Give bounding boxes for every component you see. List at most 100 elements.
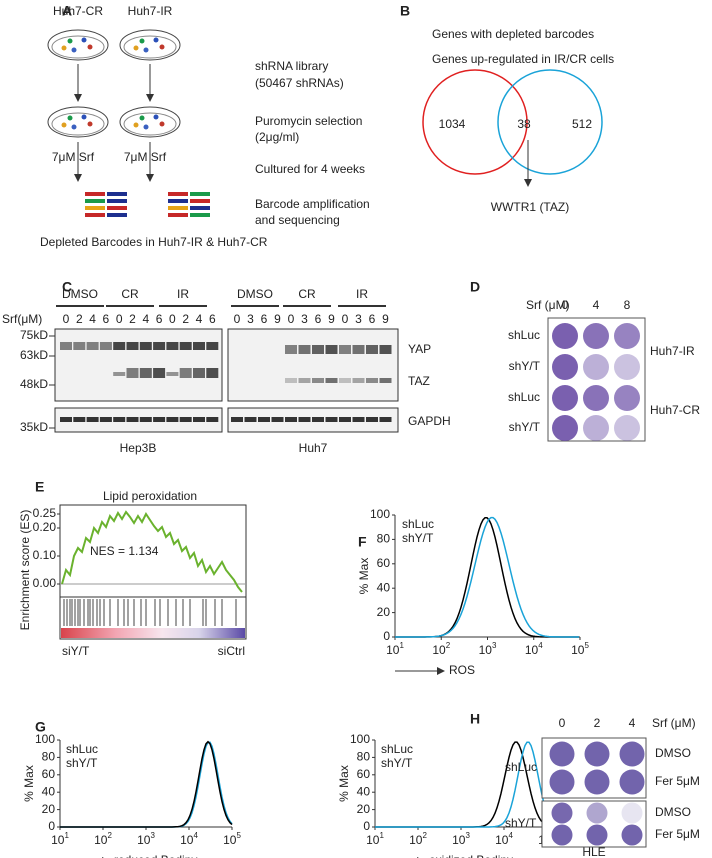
label: (2μg/ml) (255, 130, 299, 144)
band (126, 342, 139, 350)
label: 4 (593, 298, 600, 312)
label: and sequencing (255, 213, 340, 227)
label: Lipid peroxidation (103, 489, 197, 503)
barcode (85, 199, 105, 203)
label: 80 (357, 750, 371, 764)
tick-base: 10 (409, 833, 423, 847)
band (258, 417, 270, 422)
label: 0 (562, 298, 569, 312)
band (193, 368, 205, 378)
band (271, 417, 284, 422)
label: shLuc (402, 517, 434, 531)
well (586, 824, 608, 846)
tick-label: 103 (452, 831, 470, 847)
label: 0.00 (33, 576, 57, 590)
dish-inner (123, 112, 177, 136)
label: 4 (629, 716, 636, 730)
tick-label: 101 (366, 831, 384, 847)
colony (143, 124, 149, 130)
label: 6 (261, 312, 268, 326)
well (583, 323, 609, 349)
band (139, 342, 152, 350)
band (153, 417, 166, 422)
band (352, 417, 365, 422)
label: 60 (377, 556, 391, 570)
band (99, 417, 112, 422)
barcode (190, 213, 210, 217)
band (379, 345, 392, 354)
well (552, 415, 578, 441)
tick-exp: 4 (508, 831, 513, 840)
label: 7μM Srf (52, 150, 95, 164)
label: 1034 (439, 117, 466, 131)
label: 9 (382, 312, 389, 326)
barcode (85, 206, 105, 210)
label: siCtrl (218, 644, 245, 658)
band (285, 417, 297, 422)
well (583, 385, 609, 411)
band (312, 417, 324, 422)
band (179, 417, 192, 422)
label: 0 (363, 819, 370, 833)
label: 2 (594, 716, 601, 730)
label: 0 (48, 819, 55, 833)
label: shY/T (402, 531, 434, 545)
plot-frame (59, 504, 247, 640)
label: shY/T (509, 420, 541, 434)
band (206, 342, 219, 350)
label: 6 (209, 312, 216, 326)
dish-inner (51, 112, 105, 136)
y-axis-label: Enrichment score (ES) (18, 510, 32, 631)
well (614, 415, 640, 441)
label: shRNA library (255, 59, 328, 73)
label: CR (121, 287, 139, 301)
band (312, 378, 324, 383)
dish-inner (123, 35, 177, 59)
label: 60 (357, 767, 371, 781)
tick-exp: 2 (422, 831, 427, 840)
label: 63kD (20, 348, 48, 362)
label: IR (177, 287, 189, 301)
well (552, 354, 578, 380)
band (325, 378, 338, 383)
panel-label: C (62, 279, 72, 295)
band (379, 378, 392, 383)
tick-label: 105 (571, 641, 589, 657)
label: 3 (247, 312, 254, 326)
label: DMSO (62, 287, 98, 301)
label: 60 (42, 767, 56, 781)
band (298, 378, 311, 383)
colony (143, 47, 149, 53)
tick-exp: 2 (107, 831, 112, 840)
label: DMSO (655, 805, 691, 819)
label: Srf (μM) (652, 716, 696, 730)
colony (133, 122, 139, 128)
band (366, 345, 378, 354)
label: 4 (196, 312, 203, 326)
colony (71, 47, 77, 53)
label: TAZ (408, 374, 430, 388)
label: 2 (182, 312, 189, 326)
panel-label: D (470, 279, 480, 295)
label: 0.25 (33, 506, 57, 520)
colony (139, 38, 145, 44)
tick-base: 10 (495, 833, 509, 847)
tick-exp: 4 (193, 831, 198, 840)
well (619, 769, 645, 795)
label: HLE (582, 845, 605, 858)
label: 0 (234, 312, 241, 326)
well (614, 354, 640, 380)
label: Srf(μM) (2, 312, 42, 326)
colony (133, 45, 139, 51)
colony (153, 114, 159, 120)
label: WWTR1 (TAZ) (491, 200, 569, 214)
barcode (190, 192, 210, 196)
label: shY/T (505, 816, 537, 830)
well (549, 769, 575, 795)
label: 40 (357, 784, 371, 798)
panel-label: A (62, 3, 72, 19)
label: 0 (342, 312, 349, 326)
band (244, 417, 257, 422)
es-curve (61, 510, 243, 593)
label: siY/T (62, 644, 90, 658)
